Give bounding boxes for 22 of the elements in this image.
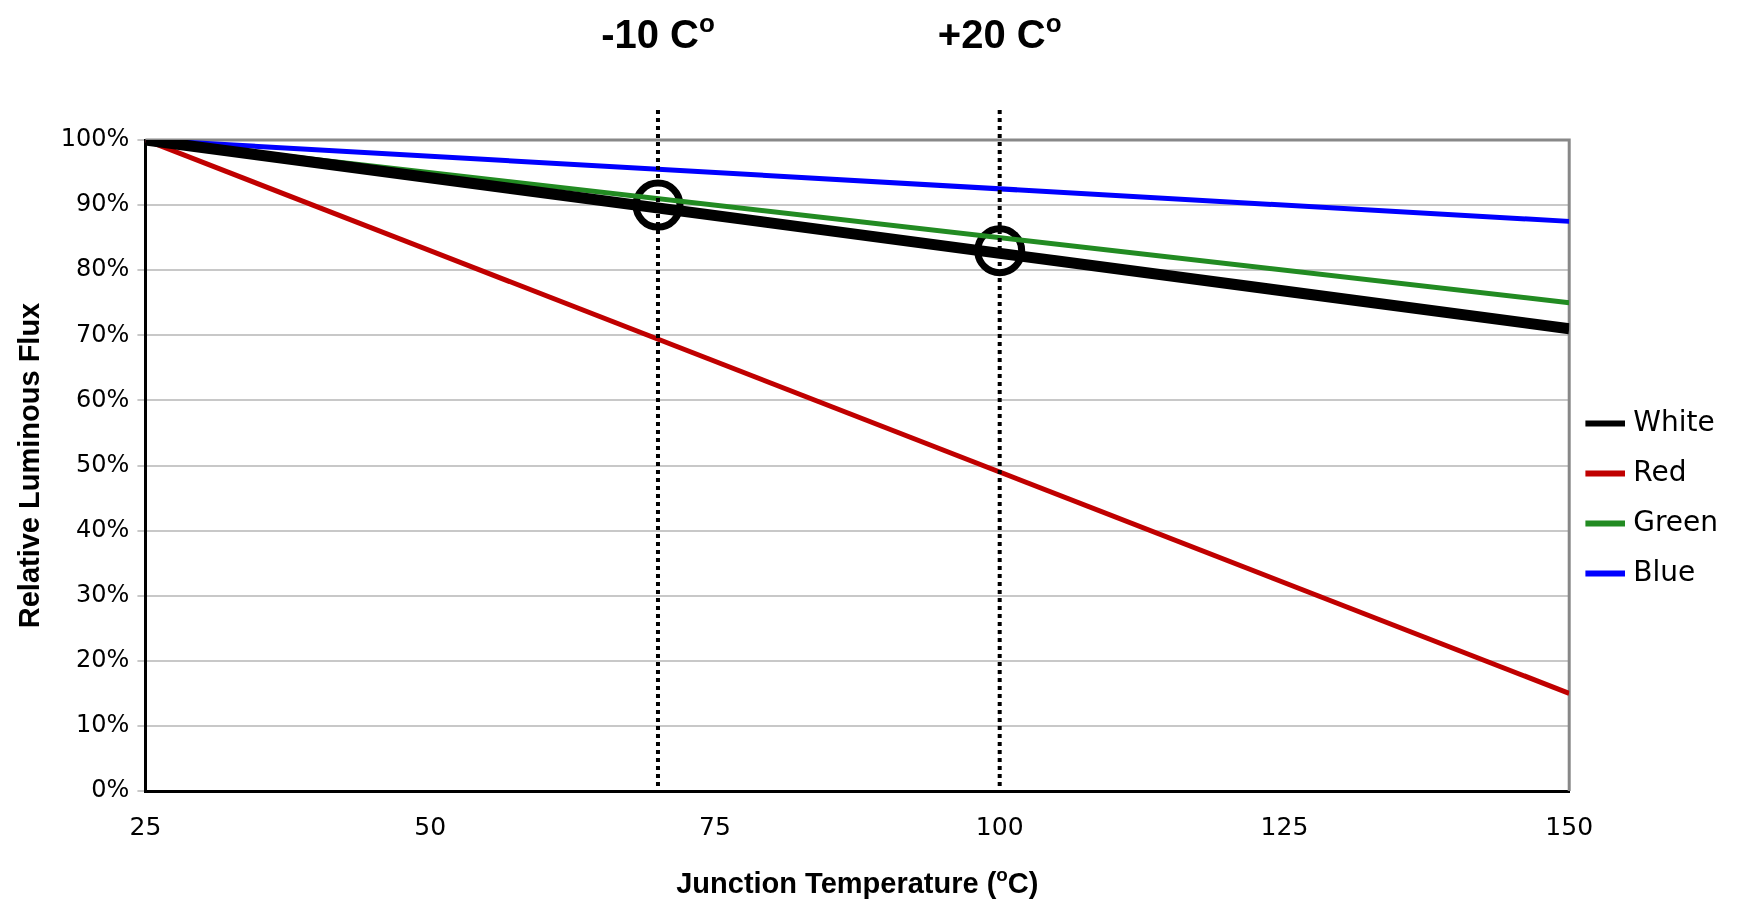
y-tick-label: 70% (76, 319, 130, 348)
y-tick-label: 20% (76, 645, 130, 674)
y-tick-label: 80% (76, 254, 130, 283)
x-tick-label: 25 (129, 811, 162, 841)
y-tick-label: 30% (76, 579, 130, 608)
x-tick-label: 150 (1545, 811, 1594, 841)
y-tick-label: 90% (76, 189, 130, 218)
x-tick-label: 100 (975, 811, 1024, 841)
x-tick-label: 50 (414, 811, 447, 841)
y-axis-title: Relative Luminous Flux (13, 302, 46, 629)
y-tick-label: 60% (76, 384, 130, 413)
y-tick-label: 40% (76, 514, 130, 543)
y-tick-label: 50% (76, 449, 130, 478)
legend-label: Green (1633, 504, 1718, 538)
legend-label: White (1633, 404, 1715, 438)
y-tick-label: 10% (76, 710, 130, 739)
y-tick-label: 100% (60, 124, 130, 153)
x-tick-label: 75 (699, 811, 731, 841)
legend-label: Red (1633, 454, 1687, 488)
x-tick-label: 125 (1260, 811, 1309, 841)
y-tick-label: 0% (91, 775, 130, 804)
legend-label: Blue (1633, 554, 1696, 588)
